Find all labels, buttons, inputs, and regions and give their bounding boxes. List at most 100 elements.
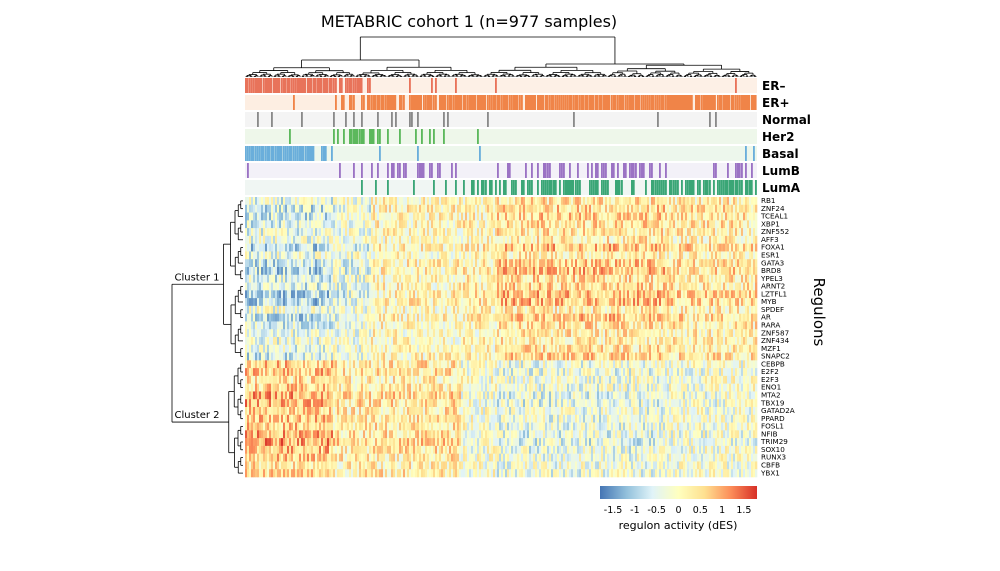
heatmap-cell [715, 212, 718, 221]
heatmap-cell [591, 235, 594, 244]
heatmap-cell [475, 274, 478, 283]
heatmap-cell [343, 290, 346, 299]
heatmap-cell [697, 267, 700, 276]
heatmap-cell [725, 243, 728, 252]
heatmap-cell [749, 204, 752, 213]
heatmap-cell [595, 290, 598, 299]
heatmap-cell [349, 220, 352, 229]
heatmap-cell [287, 197, 290, 206]
heatmap-cell [441, 235, 444, 244]
track-sample-mark [545, 180, 547, 195]
heatmap-cell [399, 235, 402, 244]
heatmap-cell [531, 274, 534, 283]
heatmap-cell [639, 259, 642, 268]
heatmap-cell [561, 251, 564, 260]
heatmap-cell [649, 282, 652, 291]
heatmap-cell [329, 267, 332, 276]
heatmap-cell [269, 228, 272, 237]
heatmap-cell [569, 290, 572, 299]
heatmap-cell [581, 259, 584, 268]
heatmap-cell [647, 251, 650, 260]
heatmap-cell [729, 197, 732, 206]
heatmap-cell [711, 282, 714, 291]
heatmap-cell [575, 282, 578, 291]
heatmap-cell [503, 274, 506, 283]
heatmap-cell [571, 267, 574, 276]
heatmap-cell [281, 243, 284, 252]
heatmap-cell [339, 212, 342, 221]
heatmap-cell [307, 212, 310, 221]
heatmap-cell [359, 290, 362, 299]
heatmap-cell [457, 228, 460, 237]
heatmap-cell [255, 220, 258, 229]
heatmap-cell [555, 243, 558, 252]
heatmap-cell [717, 298, 720, 307]
heatmap-cell [727, 235, 730, 244]
heatmap-cell [439, 267, 442, 276]
heatmap-cell [315, 228, 318, 237]
heatmap-cell [605, 290, 608, 299]
heatmap-cell [263, 267, 266, 276]
track-sample-mark [337, 129, 339, 144]
heatmap-cell [607, 290, 610, 299]
heatmap-cell [585, 282, 588, 291]
heatmap-cell [547, 290, 550, 299]
heatmap-cell [445, 259, 448, 268]
heatmap-cell [305, 228, 308, 237]
heatmap-cell [521, 212, 524, 221]
heatmap-cell [451, 305, 454, 314]
heatmap-cell [513, 259, 516, 268]
heatmap-cell [363, 290, 366, 299]
heatmap-cell [439, 197, 442, 206]
heatmap-cell [747, 235, 750, 244]
heatmap-cell [417, 228, 420, 237]
heatmap-cell [603, 274, 606, 283]
heatmap-cell [335, 228, 338, 237]
heatmap-cell [707, 267, 710, 276]
heatmap-cell [507, 298, 510, 307]
heatmap-cell [723, 274, 726, 283]
heatmap-cell [363, 204, 366, 213]
heatmap-cell [561, 243, 564, 252]
heatmap-cell [645, 197, 648, 206]
heatmap-cell [607, 220, 610, 229]
heatmap-cell [553, 305, 556, 314]
track-sample-mark [717, 180, 719, 195]
track-sample-mark [335, 78, 337, 93]
track-label-0: ER– [762, 79, 785, 93]
heatmap-cell [439, 212, 442, 221]
track-sample-mark [293, 78, 295, 93]
heatmap-cell [399, 274, 402, 283]
heatmap-cell [537, 197, 540, 206]
heatmap-cell [435, 298, 438, 307]
heatmap-cell [419, 243, 422, 252]
heatmap-cell [443, 243, 446, 252]
heatmap-cell [451, 251, 454, 260]
heatmap-cell [451, 298, 454, 307]
heatmap-cell [369, 197, 372, 206]
heatmap-cell [561, 290, 564, 299]
heatmap-cell [547, 204, 550, 213]
heatmap-cell [711, 298, 714, 307]
heatmap-cell [753, 290, 756, 299]
heatmap-cell [597, 274, 600, 283]
heatmap-cell [487, 251, 490, 260]
heatmap-cell [617, 220, 620, 229]
heatmap-cell [319, 251, 322, 260]
heatmap-cell [671, 267, 674, 276]
heatmap-cell [619, 243, 622, 252]
heatmap-cell [725, 274, 728, 283]
track-sample-mark [387, 163, 389, 178]
heatmap-cell [707, 204, 710, 213]
heatmap-cell [313, 212, 316, 221]
heatmap-cell [515, 220, 518, 229]
heatmap-cell [485, 212, 488, 221]
heatmap-cell [405, 220, 408, 229]
heatmap-cell [635, 282, 638, 291]
heatmap-cell [405, 251, 408, 260]
heatmap-cell [371, 243, 374, 252]
heatmap-cell [357, 228, 360, 237]
heatmap-cell [485, 243, 488, 252]
heatmap-cell [561, 282, 564, 291]
heatmap-cell [455, 274, 458, 283]
